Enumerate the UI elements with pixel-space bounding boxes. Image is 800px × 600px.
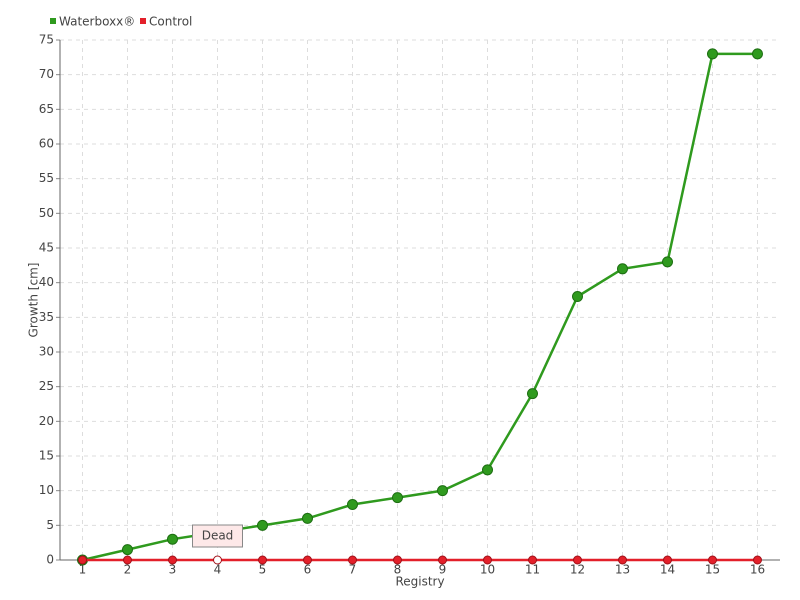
- point: [303, 555, 312, 565]
- legend-swatch: [50, 18, 56, 24]
- x-tick-label: 3: [169, 563, 177, 577]
- y-tick-label: 5: [46, 518, 54, 532]
- y-tick-label: 30: [39, 345, 54, 359]
- x-tick-label: 2: [124, 563, 132, 577]
- point: [438, 555, 447, 565]
- series-line: [82, 52, 758, 562]
- point: [618, 555, 627, 565]
- y-tick-label: 25: [39, 379, 54, 393]
- point: [167, 533, 178, 545]
- point: [258, 555, 267, 565]
- y-tick-label: 40: [39, 275, 54, 289]
- point: [707, 48, 718, 60]
- point: [347, 499, 358, 511]
- point: [302, 512, 313, 524]
- annotation-box: [192, 524, 243, 548]
- x-tick-label: 13: [615, 563, 630, 577]
- point: [122, 544, 133, 556]
- point: [437, 485, 448, 497]
- point: [78, 555, 87, 565]
- x-tick-label: 9: [439, 563, 447, 577]
- y-tick-label: 0: [46, 553, 54, 567]
- point: [528, 555, 537, 565]
- y-tick-label: 20: [39, 414, 54, 428]
- x-tick-label: 6: [304, 563, 312, 577]
- point: [482, 464, 493, 476]
- y-tick-label: 45: [39, 241, 54, 255]
- y-tick-label: 65: [39, 102, 54, 116]
- point: [573, 555, 582, 565]
- x-tick-label: 8: [394, 563, 402, 577]
- point: [572, 291, 583, 303]
- x-tick-label: 7: [349, 563, 357, 577]
- x-tick-label: 16: [750, 563, 765, 577]
- point: [123, 555, 132, 565]
- y-tick-label: 70: [39, 67, 54, 81]
- point: [617, 263, 628, 275]
- legend-swatch: [140, 18, 146, 24]
- point: [663, 555, 672, 565]
- x-tick-label: 10: [480, 563, 495, 577]
- x-tick-label: 4: [214, 563, 222, 577]
- point: [753, 555, 762, 565]
- point: [257, 519, 268, 531]
- legend-label: Control: [149, 15, 192, 29]
- point: [527, 388, 538, 400]
- x-tick-label: 12: [570, 563, 585, 577]
- point: [392, 492, 403, 504]
- x-tick-label: 5: [259, 563, 267, 577]
- annotation: Dead: [192, 524, 243, 548]
- legend-label: Waterboxx®: [59, 15, 135, 29]
- y-tick-label: 60: [39, 137, 54, 151]
- x-tick-label: 11: [525, 563, 540, 577]
- point: [213, 555, 222, 565]
- point: [348, 555, 357, 565]
- y-tick-label: 55: [39, 171, 54, 185]
- annotation-text: Dead: [202, 529, 234, 543]
- point: [752, 48, 763, 60]
- y-tick-label: 10: [39, 483, 54, 497]
- y-tick-label: 15: [39, 449, 54, 463]
- x-axis-label: Registry: [395, 575, 444, 589]
- point: [168, 555, 177, 565]
- y-axis-label: Growth [cm]: [27, 263, 41, 338]
- x-tick-label: 1: [79, 563, 87, 577]
- point: [483, 555, 492, 565]
- point: [662, 256, 673, 268]
- point: [708, 555, 717, 565]
- y-tick-label: 75: [39, 33, 54, 47]
- y-tick-label: 50: [39, 206, 54, 220]
- x-tick-label: 14: [660, 563, 675, 577]
- x-tick-label: 15: [705, 563, 720, 577]
- y-tick-label: 35: [39, 310, 54, 324]
- point: [393, 555, 402, 565]
